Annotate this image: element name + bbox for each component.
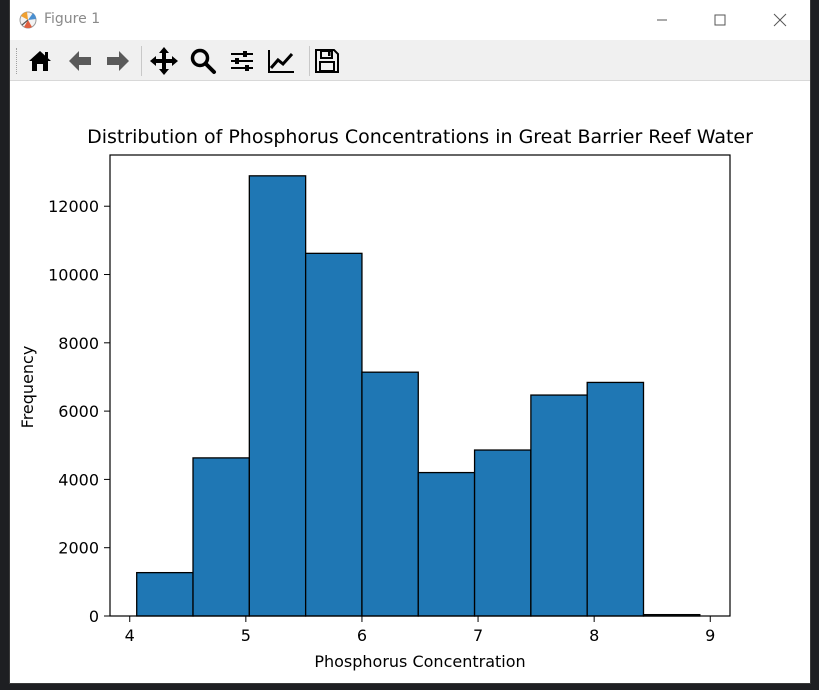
arrow-right-icon <box>107 51 129 71</box>
x-tick-label: 7 <box>473 626 483 645</box>
line-chart-icon <box>268 50 294 73</box>
histogram-bar <box>586 381 645 617</box>
navigation-toolbar <box>10 40 810 81</box>
y-tick-label: 4000 <box>58 470 99 489</box>
y-tick-label: 0 <box>89 607 99 626</box>
y-tick-label: 8000 <box>58 334 99 353</box>
y-tick-label: 12000 <box>48 197 99 216</box>
toolbar-grip[interactable] <box>16 48 19 74</box>
histogram-bar <box>417 471 476 617</box>
window-title: Figure 1 <box>44 11 101 27</box>
close-button[interactable] <box>752 0 808 40</box>
home-button[interactable] <box>23 44 57 78</box>
chart-title: Distribution of Phosphorus Concentration… <box>87 126 753 148</box>
histogram-bar <box>192 457 250 617</box>
magnifier-icon <box>190 48 216 74</box>
x-tick-label: 4 <box>125 626 135 645</box>
zoom-button[interactable] <box>186 44 220 78</box>
histogram-bar <box>361 371 419 617</box>
y-axis-label: Frequency <box>18 346 37 429</box>
x-axis-ticks: 4 5 6 7 8 9 <box>125 616 715 645</box>
histogram-bar <box>530 394 588 617</box>
histogram-chart: Distribution of Phosphorus Concentration… <box>18 126 753 671</box>
matplotlib-logo-icon <box>18 10 38 30</box>
floppy-disk-icon <box>315 49 339 73</box>
minimize-button[interactable] <box>634 0 690 40</box>
close-icon <box>773 13 787 27</box>
toolbar-separator <box>309 46 310 76</box>
y-tick-label: 10000 <box>48 266 99 285</box>
x-axis-label: Phosphorus Concentration <box>314 652 525 671</box>
figure-canvas: Distribution of Phosphorus Concentration… <box>10 81 810 683</box>
forward-button[interactable] <box>101 44 135 78</box>
configure-subplots-button[interactable] <box>225 44 259 78</box>
y-tick-label: 6000 <box>58 402 99 421</box>
x-tick-label: 5 <box>241 626 251 645</box>
save-button[interactable] <box>310 44 344 78</box>
x-tick-label: 8 <box>589 626 599 645</box>
histogram-bar <box>473 449 532 617</box>
bars-group <box>136 175 701 617</box>
histogram-bar <box>248 175 307 617</box>
figure-window: Figure 1 <box>10 0 810 683</box>
pan-button[interactable] <box>147 44 181 78</box>
edit-axis-button[interactable] <box>264 44 298 78</box>
move-icon <box>150 47 178 75</box>
home-icon <box>29 51 51 71</box>
maximize-button[interactable] <box>692 0 748 40</box>
toolbar-separator <box>141 46 142 76</box>
arrow-left-icon <box>69 51 91 71</box>
histogram-bar <box>304 252 363 617</box>
title-bar: Figure 1 <box>10 0 810 40</box>
sliders-icon <box>231 51 253 71</box>
y-tick-label: 2000 <box>58 539 99 558</box>
minimize-icon <box>657 19 667 21</box>
x-tick-label: 9 <box>705 626 715 645</box>
axes-frame <box>109 154 731 617</box>
back-button[interactable] <box>63 44 97 78</box>
y-axis-ticks: 0 2000 4000 6000 8000 10000 12000 <box>48 197 110 626</box>
x-tick-label: 6 <box>357 626 367 645</box>
histogram-bar <box>136 571 194 617</box>
maximize-icon <box>714 14 726 26</box>
